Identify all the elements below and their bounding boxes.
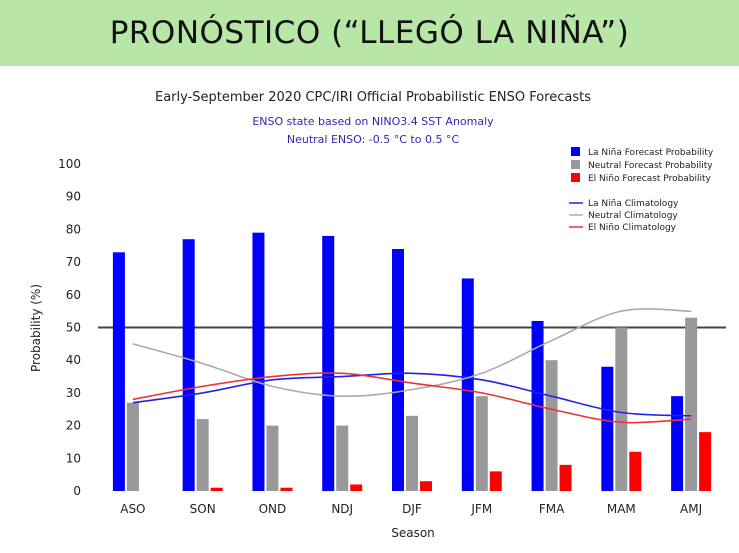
bar (615, 327, 628, 491)
chart-title: Early-September 2020 CPC/IRI Official Pr… (155, 90, 591, 105)
plot-area: 0 10 20 30 40 50 60 70 80 90 100 ASO SON OND NDJ DJF JFM… (58, 157, 726, 516)
bar (671, 396, 684, 491)
bar (629, 451, 642, 491)
x-tick-label: NDJ (331, 502, 353, 516)
x-tick-label: MAM (607, 502, 636, 516)
bar (336, 425, 349, 491)
y-tick-label: 30 (66, 386, 81, 400)
x-tick-label: SON (190, 502, 216, 516)
bar (475, 396, 488, 491)
bar (182, 239, 195, 491)
x-tick-label: AMJ (680, 502, 702, 516)
series-line (132, 372, 692, 417)
legend-swatch (571, 160, 580, 169)
bar (699, 432, 712, 491)
bar (196, 419, 209, 491)
bar (322, 235, 335, 491)
x-tick-label: JFM (470, 502, 492, 516)
bar (601, 366, 614, 491)
x-tick-label: ASO (120, 502, 145, 516)
legend-label: Neutral Climatology (588, 211, 678, 221)
y-tick-label: 0 (73, 484, 81, 498)
y-tick-label: 20 (66, 419, 81, 433)
y-tick-label: 60 (66, 288, 81, 302)
bar (266, 425, 279, 491)
bar (685, 317, 698, 491)
enso-forecast-chart: Early-September 2020 CPC/IRI Official Pr… (29, 90, 726, 540)
bar (392, 249, 404, 491)
x-tick-label: DJF (402, 502, 422, 516)
y-axis-label: Probability (%) (29, 284, 43, 372)
y-tick-label: 50 (66, 321, 81, 335)
bar (280, 487, 293, 491)
banner-title: PRONÓSTICO (“LLEGÓ LA NIÑA”) (109, 15, 630, 51)
bar (545, 360, 558, 491)
bar (126, 402, 139, 491)
y-tick-label: 10 (66, 451, 81, 465)
legend-label: El Niño Forecast Probability (588, 174, 712, 184)
x-tick-label: FMA (539, 502, 565, 516)
bar (252, 232, 265, 492)
y-tick-label: 40 (66, 353, 81, 367)
y-tick-label: 80 (66, 222, 81, 236)
bar (112, 252, 125, 491)
series-line (132, 308, 692, 398)
bar (420, 481, 432, 491)
y-tick-label: 100 (58, 157, 81, 171)
series-line (132, 372, 692, 424)
y-tick-label: 90 (66, 190, 81, 204)
title-banner: PRONÓSTICO (“LLEGÓ LA NIÑA”) (0, 0, 739, 66)
legend-label: La Niña Climatology (588, 199, 679, 209)
bar (406, 415, 418, 491)
y-tick-label: 70 (66, 255, 81, 269)
bar (350, 484, 363, 491)
bar (210, 487, 223, 491)
legend-swatch (571, 147, 580, 156)
bar (461, 278, 474, 491)
legend-label: La Niña Forecast Probability (588, 148, 714, 158)
x-tick-label: OND (259, 502, 287, 516)
bar (559, 464, 572, 491)
chart-subtitle-1: ENSO state based on NINO3.4 SST Anomaly (252, 115, 494, 128)
legend-label: El Niño Climatology (588, 223, 677, 233)
legend: La Niña Forecast Probability Neutral Fore… (569, 147, 714, 233)
x-axis-label: Season (391, 526, 435, 540)
chart-subtitle-2: Neutral ENSO: -0.5 °C to 0.5 °C (287, 133, 460, 146)
bar (489, 471, 502, 491)
legend-label: Neutral Forecast Probability (588, 161, 713, 171)
legend-swatch (571, 173, 580, 182)
